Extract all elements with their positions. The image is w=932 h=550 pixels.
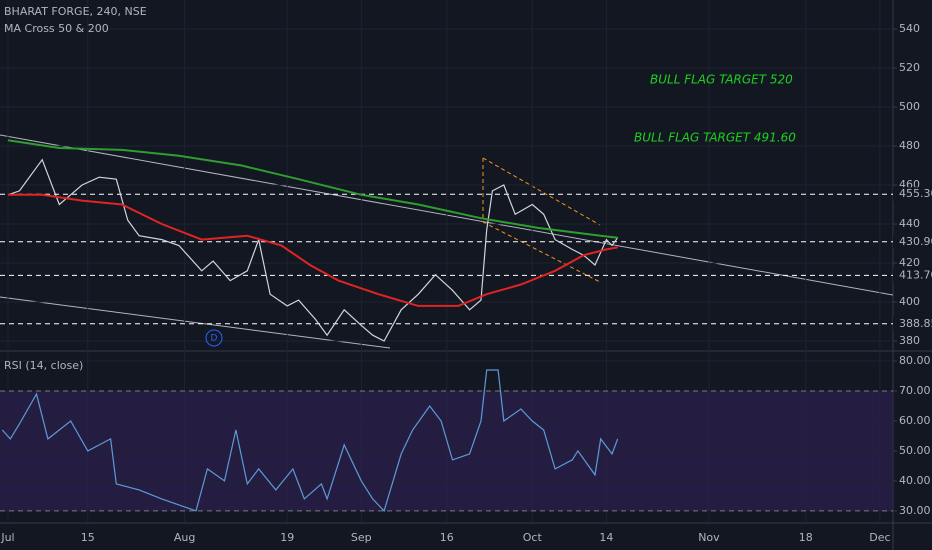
y-tick-label: 540 (899, 22, 920, 35)
x-tick-label: Aug (174, 531, 195, 544)
y-tick-label: 70.00 (899, 384, 931, 397)
annotation: BULL FLAG TARGET 520 (650, 73, 793, 87)
indicator: MA Cross 50 & 200 (4, 22, 109, 35)
series-line (1, 369, 619, 513)
trendline (0, 296, 391, 349)
y-tick-label: 40.00 (899, 474, 931, 487)
marker-circle (205, 329, 223, 347)
x-tick-label: Jul (0, 531, 14, 544)
level-tag (893, 268, 932, 283)
x-tick-label: 18 (799, 531, 813, 544)
x-tick-label: Nov (698, 531, 720, 544)
series-line (8, 193, 618, 307)
series-line (7, 139, 618, 239)
y-tick-label: 400 (899, 295, 920, 308)
x-tick-label: 16 (440, 531, 454, 544)
symbol: BHARAT FORGE, 240, NSE (4, 5, 147, 18)
y-tick-label: 60.00 (899, 414, 931, 427)
flag-line (482, 221, 601, 283)
level-tag (893, 234, 932, 249)
flag-line (482, 157, 601, 226)
y-tick-label: 440 (899, 217, 920, 230)
x-tick-label: Oct (523, 531, 543, 544)
level-label: 413.70 (899, 268, 932, 281)
x-tick-label: 19 (280, 531, 294, 544)
y-tick-label: 480 (899, 139, 920, 152)
marker: D (211, 334, 218, 344)
y-tick-label: 30.00 (899, 504, 931, 517)
y-tick-label: 50.00 (899, 444, 931, 457)
y-tick-label: 500 (899, 100, 920, 113)
annotation: BULL FLAG TARGET 491.60 (634, 131, 796, 145)
y-tick-label: 80.00 (899, 354, 931, 367)
level-tag (893, 316, 932, 331)
series-line (7, 158, 619, 342)
level-tag (893, 187, 932, 202)
x-tick-label: 15 (81, 531, 95, 544)
rsi-title: RSI (14, close) (4, 359, 83, 372)
x-tick-label: Dec (869, 531, 890, 544)
level-label: 455.30 (899, 187, 932, 200)
y-tick-label: 380 (899, 334, 920, 347)
x-tick-label: Sep (351, 531, 372, 544)
level-label: 388.85 (899, 317, 932, 330)
y-tick-label: 520 (899, 61, 920, 74)
x-tick-label: 14 (599, 531, 613, 544)
y-tick-label: 420 (899, 256, 920, 269)
level-label: 430.90 (899, 235, 932, 248)
